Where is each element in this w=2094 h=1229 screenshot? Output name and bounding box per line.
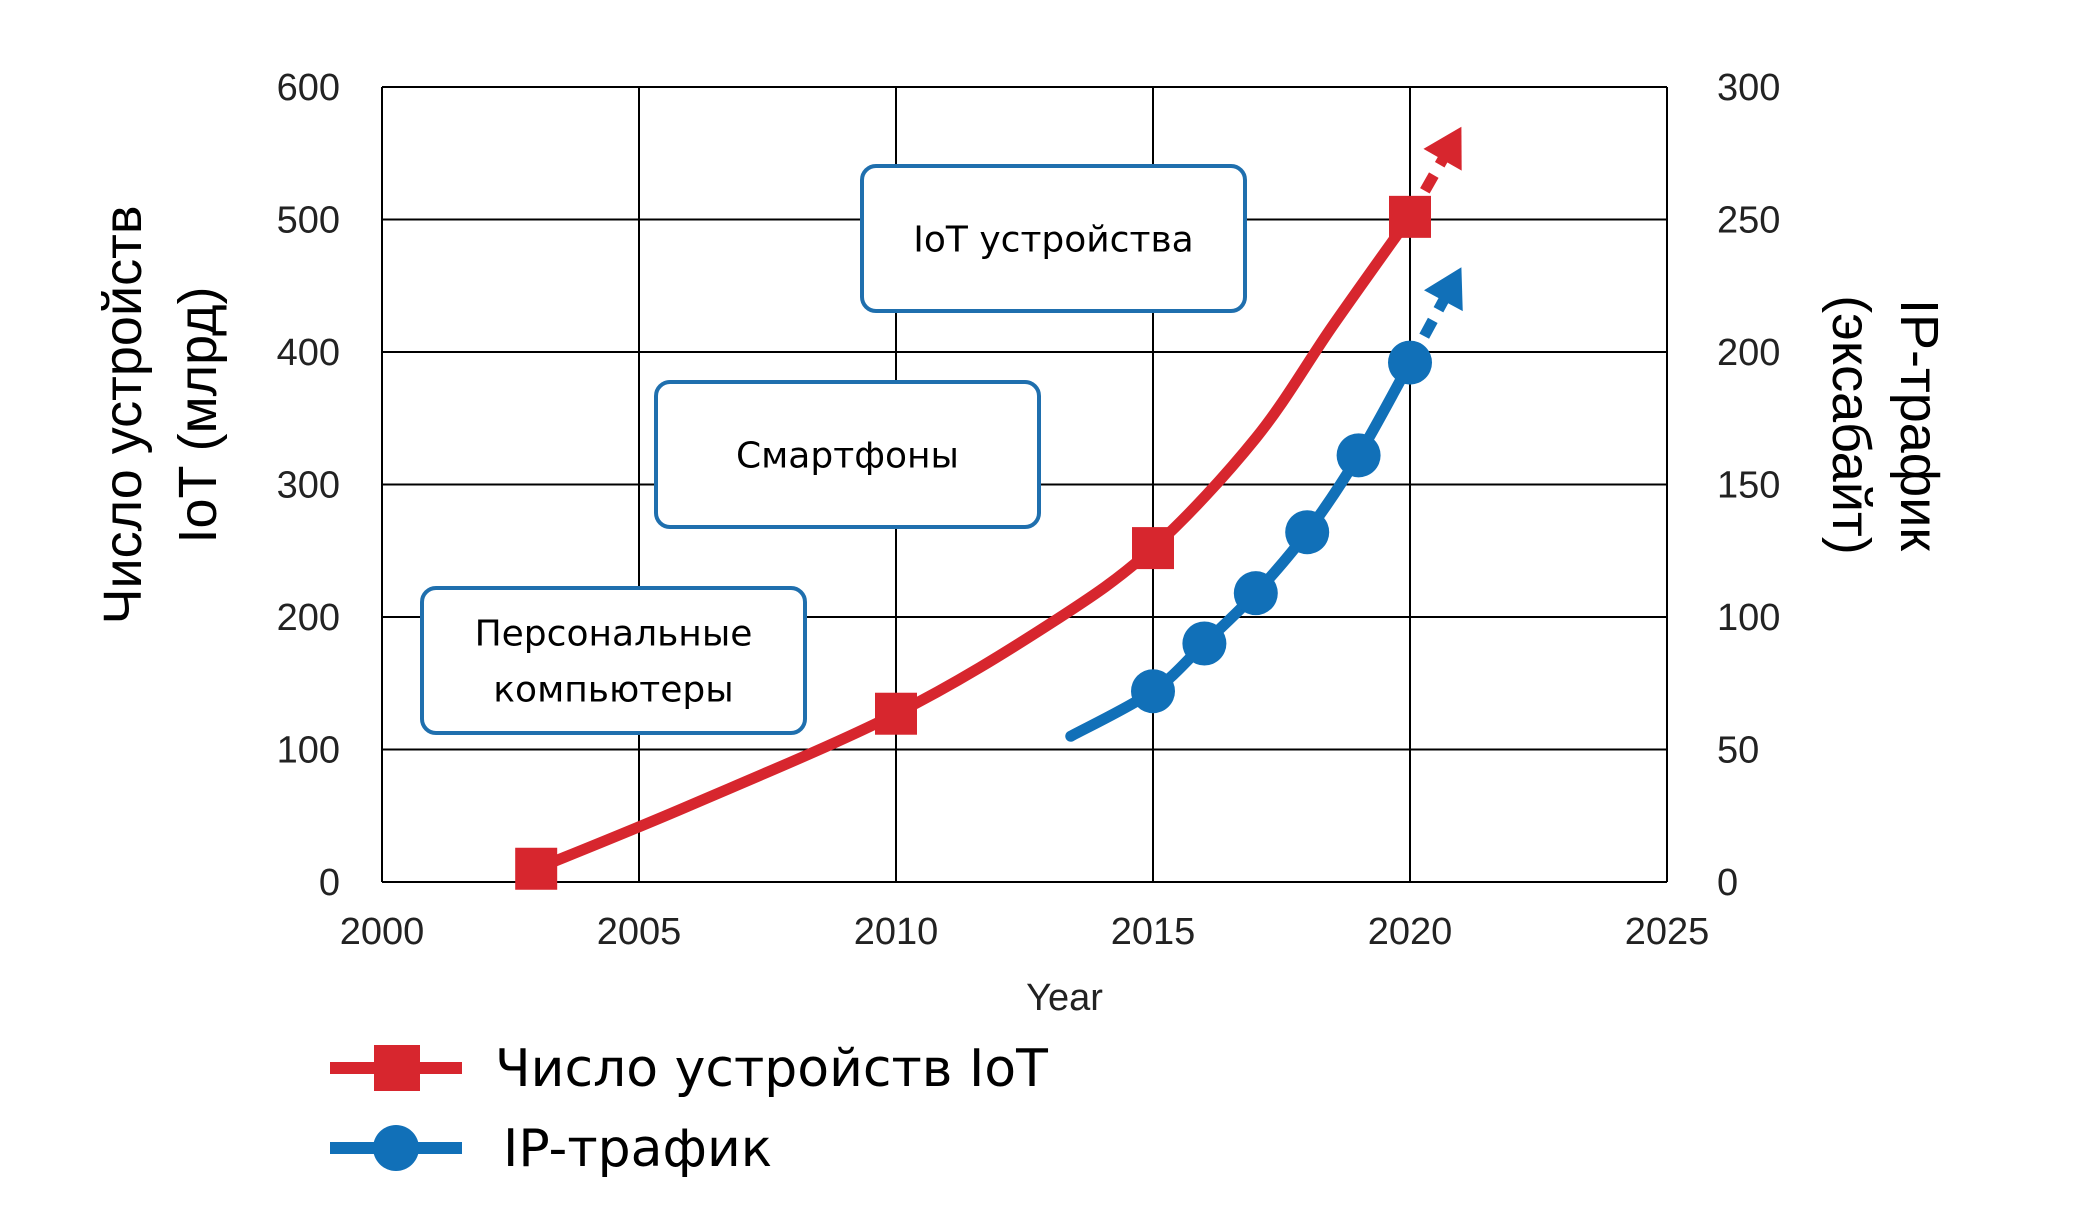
left-y-tick-label: 200 [277,597,340,639]
annotation-box-iot [860,164,1247,313]
right-y-tick-label: 200 [1717,332,1780,374]
left-y-tick-label: 400 [277,332,340,374]
data-point-square [875,692,917,735]
data-point-square [1132,527,1174,570]
annotation-label-iot: IoT устройства [913,220,1193,261]
axis-titles: Year Число устройств IoT (млрд) IP-трафи… [93,205,1949,1019]
left-y-tick-label: 100 [277,730,340,772]
x-tick-label: 2000 [340,911,425,953]
grid [381,86,1668,883]
left-y-tick-label: 300 [277,465,340,507]
x-tick-label: 2020 [1368,911,1453,953]
right-y-tick-label: 250 [1717,200,1780,242]
series-line [1065,357,1416,742]
series-0 [515,126,1462,890]
right-y-axis-title-line-2: (эксабайт) [1821,295,1881,554]
data-point-circle [1336,433,1381,478]
x-tick-label: 2025 [1625,911,1710,953]
x-axis-title: Year [1026,977,1103,1019]
annotation-label-smartphones: Смартфоны [736,436,959,477]
left-y-axis-title-line-2: IoT (млрд) [168,287,228,544]
legend-label: IP-трафик [503,1119,772,1179]
data-point-circle [1233,571,1278,616]
legend-item: IP-трафик [330,1119,772,1179]
data-point-square [1389,195,1431,238]
x-tick-label: 2010 [854,911,939,953]
legend-label: Число устройств IoT [495,1039,1048,1099]
data-point-square [515,847,558,890]
right-y-tick-label: 300 [1717,67,1780,109]
right-y-tick-label: 50 [1717,730,1759,772]
annotation-box-pc [420,586,807,735]
projection-arrowhead [1423,126,1462,171]
projection-arrowhead [1424,267,1463,312]
annotation-label-pc: Персональные [475,614,753,655]
data-point-circle [1182,621,1227,666]
series [515,126,1463,890]
left-y-tick-label: 600 [277,67,340,109]
data-point-circle [1388,340,1432,385]
annotation-box-smartphones [654,380,1041,529]
legend-swatch-square [374,1045,420,1091]
axis-ticks: 2000 2005 2010 2015 2020 20250100200300400500… [277,67,1781,953]
series-line [530,211,1416,875]
annotation-boxes: Персональные компьютеры Смартфоны IoT устро… [420,164,1247,735]
legend: Число устройств IoT IP-трафик [330,1039,1048,1179]
data-point-circle [1285,510,1330,555]
series-1 [1065,267,1463,742]
left-y-tick-label: 500 [277,200,340,242]
left-y-axis-title-line-1: Число устройств [93,205,153,624]
legend-item: Число устройств IoT [330,1039,1048,1099]
data-point-circle [1131,669,1175,714]
right-y-tick-label: 100 [1717,597,1780,639]
right-y-tick-label: 0 [1717,862,1738,904]
right-y-tick-label: 150 [1717,465,1780,507]
left-y-tick-label: 0 [319,862,340,904]
x-tick-label: 2005 [597,911,682,953]
legend-swatch-circle [373,1125,419,1171]
annotation-label-pc: компьютеры [493,670,733,711]
right-y-axis-title-line-1: IP-трафик [1889,299,1949,551]
x-tick-label: 2015 [1111,911,1196,953]
